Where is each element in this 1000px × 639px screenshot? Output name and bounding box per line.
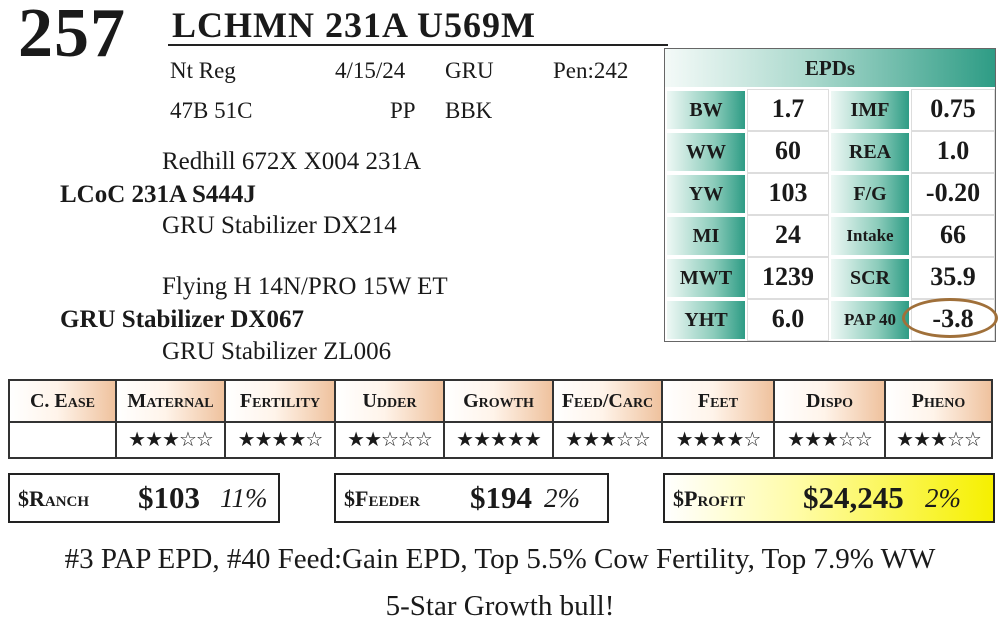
trait-rating-feet: ★★★★☆	[663, 423, 775, 457]
profit-label: $Profit	[673, 486, 745, 511]
epd-table: EPDs BW 1.7 IMF 0.75 WW 60 REA 1.0 YW 103 F/G -0.20…	[664, 48, 996, 342]
polled-status: PP	[390, 98, 416, 123]
breeder-code: GRU	[445, 58, 494, 83]
epd-label-ww: WW	[665, 131, 747, 173]
animal-name: LCHMN 231A U569M	[172, 5, 536, 45]
tattoo: 47B 51C	[170, 98, 253, 123]
epd-value-bw: 1.7	[747, 89, 829, 131]
epd-value-scr: 35.9	[911, 257, 995, 299]
trait-rating-udder: ★★☆☆☆	[336, 423, 445, 457]
profit-value: $24,245	[803, 480, 904, 515]
summary-line: 5-Star Growth bull!	[385, 590, 615, 622]
trait-rating-c-ease	[10, 423, 117, 457]
epd-value-f-g: -0.20	[911, 173, 995, 215]
epd-value-mi: 24	[747, 215, 829, 257]
profit-percentile: 2%	[925, 483, 961, 513]
epd-value-rea: 1.0	[911, 131, 995, 173]
pen-number: Pen:242	[553, 58, 629, 83]
ranch-label: $Ranch	[18, 486, 90, 511]
highlights-line: #3 PAP EPD, #40 Feed:Gain EPD, Top 5.5% …	[64, 543, 936, 575]
pap-highlight-circle	[902, 298, 998, 338]
dam: GRU Stabilizer DX067	[60, 306, 304, 333]
epd-value-mwt: 1239	[747, 257, 829, 299]
lot-number: 257	[18, 0, 126, 72]
epd-label-f-g: F/G	[829, 173, 911, 215]
trait-rating-pheno: ★★★☆☆	[896, 429, 982, 451]
feeder-value: $194	[470, 480, 532, 515]
epd-label-scr: SCR	[829, 257, 911, 299]
dam-sire: Flying H 14N/PRO 15W ET	[162, 273, 448, 300]
epd-label-intake: Intake	[829, 215, 911, 257]
ranch-index-box: $Ranch $103 11%	[8, 473, 280, 523]
epd-label-imf: IMF	[829, 89, 911, 131]
trait-header-pheno: Pheno	[886, 381, 991, 423]
trait-header-udder: Udder	[336, 381, 445, 423]
trait-rating-fertility: ★★★★☆	[226, 423, 336, 457]
birth-date: 4/15/24	[335, 58, 406, 83]
trait-rating-feed-carc: ★★★☆☆	[554, 423, 663, 457]
epd-label-yht: YHT	[665, 299, 747, 341]
trait-header-growth: Growth	[445, 381, 554, 423]
profit-index-box: $Profit $24,245 2%	[663, 473, 995, 523]
ranch-value: $103	[138, 480, 200, 515]
registry: Nt Reg	[170, 58, 236, 83]
feeder-label: $Feeder	[344, 486, 421, 511]
epd-value-yht: 6.0	[747, 299, 829, 341]
trait-header-fertility: Fertility	[226, 381, 336, 423]
trait-header-feed-carc: Feed/Carc	[554, 381, 663, 423]
coat-color: BBK	[445, 98, 493, 123]
trait-rating-growth: ★★★★★	[445, 423, 554, 457]
trait-rating-dispo: ★★★☆☆	[775, 423, 886, 457]
epd-label-pap-40: PAP 40	[829, 299, 911, 341]
trait-header-dispo: Dispo	[775, 381, 886, 423]
trait-header-c-ease: C. Ease	[10, 381, 117, 423]
epd-value-intake: 66	[911, 215, 995, 257]
sire-sire: Redhill 672X X004 231A	[162, 148, 422, 175]
sire-dam: GRU Stabilizer DX214	[162, 212, 397, 239]
epd-label-bw: BW	[665, 89, 747, 131]
epd-label-rea: REA	[829, 131, 911, 173]
header-rule	[168, 44, 668, 46]
sire: LCoC 231A S444J	[60, 181, 256, 208]
trait-header-feet: Feet	[663, 381, 775, 423]
trait-ratings-table: C. Ease Maternal ★★★☆☆ Fertility ★★★★☆ Udder ★…	[8, 379, 993, 459]
epd-label-mwt: MWT	[665, 257, 747, 299]
epd-value-yw: 103	[747, 173, 829, 215]
feeder-index-box: $Feeder $194 2%	[334, 473, 609, 523]
dam-dam: GRU Stabilizer ZL006	[162, 338, 392, 365]
trait-header-maternal: Maternal	[117, 381, 226, 423]
epd-value-imf: 0.75	[911, 89, 995, 131]
epd-label-mi: MI	[665, 215, 747, 257]
feeder-percentile: 2%	[544, 483, 580, 513]
epd-label-yw: YW	[665, 173, 747, 215]
trait-rating-maternal: ★★★☆☆	[117, 423, 226, 457]
ranch-percentile: 11%	[220, 483, 268, 513]
epd-value-ww: 60	[747, 131, 829, 173]
epd-title: EPDs	[665, 49, 995, 87]
